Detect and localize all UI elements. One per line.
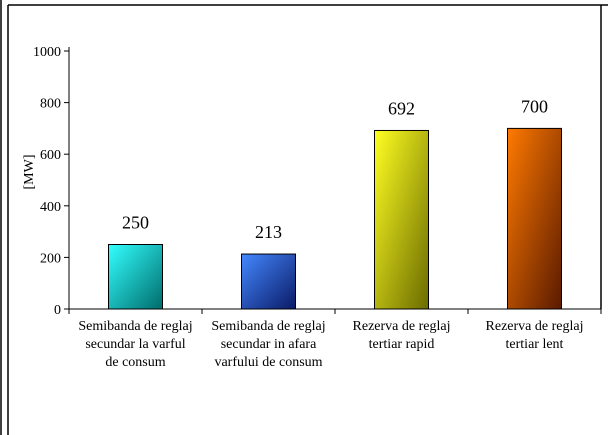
data-label-1: 250: [122, 213, 149, 233]
bars: [108, 127, 562, 310]
y-tick-label: 600: [40, 148, 61, 163]
bar-4: [507, 127, 562, 310]
category-label-4: Rezerva de reglaj tertiar lent: [486, 319, 584, 352]
y-tick-label: 1000: [33, 45, 61, 60]
y-axis-label: [MW]: [22, 155, 37, 190]
y-tick-label: 200: [40, 251, 61, 266]
y-tick-label: 0: [54, 303, 61, 318]
category-label-3: Rezerva de reglaj tertiar rapid: [353, 319, 451, 352]
bar-3: [374, 129, 429, 310]
bar-2: [241, 253, 296, 310]
data-labels: 250 213 692 700: [122, 96, 548, 242]
y-tick-label: 400: [40, 200, 61, 215]
category-label-2: Semibanda de reglaj secundar in afara varf…: [211, 319, 325, 370]
y-tick-label: 800: [40, 97, 61, 112]
data-label-4: 700: [521, 96, 548, 116]
y-axis: 0 200 400 600 800 1000: [33, 45, 70, 318]
category-labels: Semibanda de reglaj secundar la varful de …: [78, 319, 583, 370]
category-label-1: Semibanda de reglaj secundar la varful de …: [78, 319, 192, 370]
bar-1: [108, 244, 163, 310]
data-label-3: 692: [388, 98, 415, 118]
x-axis: [68, 308, 602, 314]
data-label-2: 213: [255, 222, 282, 242]
